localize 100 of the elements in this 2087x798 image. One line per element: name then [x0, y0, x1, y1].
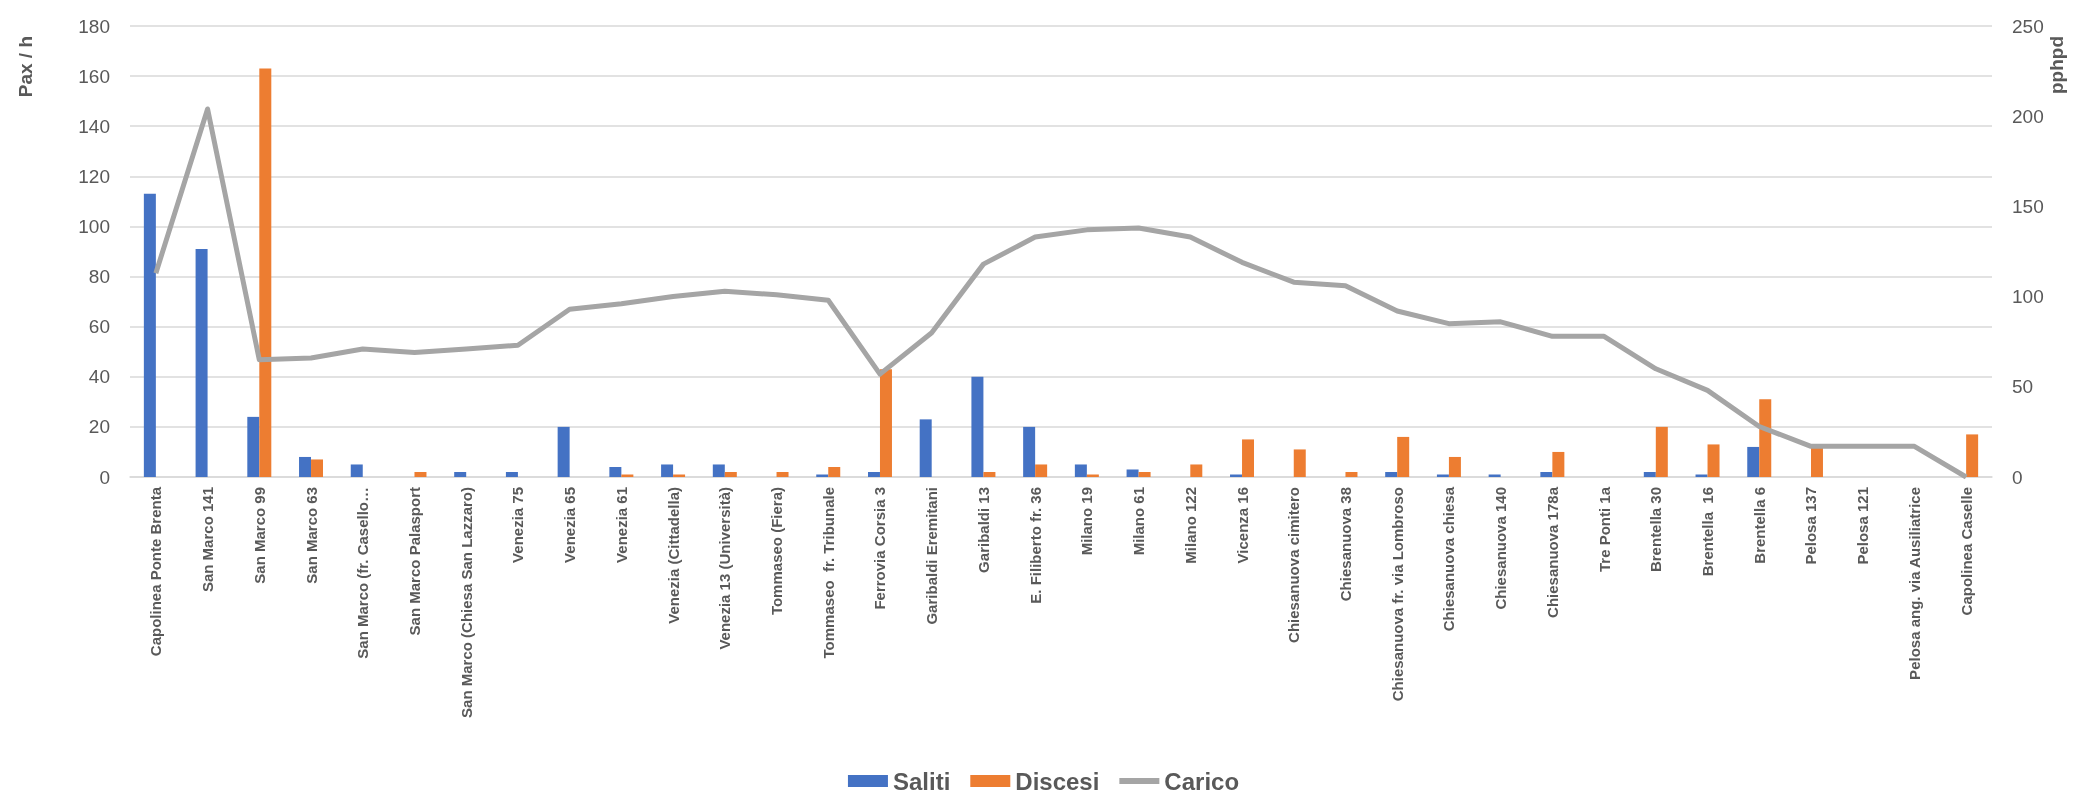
bar [1242, 439, 1255, 477]
x-tick-label: Garibaldi 13 [974, 487, 992, 573]
bar [1397, 436, 1410, 477]
y2-tick-label: 150 [2012, 195, 2044, 217]
bar [1810, 446, 1823, 477]
x-tick-label: Chiesanuova cimitero [1285, 487, 1303, 643]
x-tick-label: San Marco 99 [250, 487, 268, 584]
y-tick-label: 120 [78, 165, 110, 187]
x-tick-label: Brentella 6 [1750, 487, 1768, 564]
x-tick-label: Brentella 16 [1699, 487, 1717, 577]
x-tick-label: Venezia 65 [561, 487, 579, 563]
y2-tick-label: 0 [2012, 466, 2023, 488]
bar [816, 474, 829, 477]
bar [621, 474, 634, 477]
bar [505, 471, 518, 477]
bar [414, 471, 427, 477]
x-tick-label: Vicenza 16 [1233, 487, 1251, 564]
bar [1293, 449, 1306, 477]
bar [1643, 471, 1656, 477]
x-tick-label: Tre Ponti 1a [1595, 486, 1613, 573]
y-tick-label: 20 [88, 416, 110, 438]
bar [299, 456, 312, 477]
legend-label: Saliti [892, 767, 951, 795]
legend-label: Discesi [1015, 767, 1100, 795]
bar [195, 248, 208, 477]
x-tick-label: San Marco 141 [199, 487, 217, 593]
y2-tick-label: 100 [2012, 286, 2044, 308]
bar [247, 416, 260, 477]
bar [971, 376, 984, 477]
x-tick-label: Venezia 61 [612, 487, 630, 563]
legend-label: Carico [1164, 767, 1240, 795]
x-tick-label: San Marco Palasport [405, 487, 423, 636]
x-tick-label: Chiesanuova 38 [1336, 487, 1354, 602]
bar [1747, 446, 1760, 477]
bar [983, 471, 996, 477]
bar [724, 471, 737, 477]
x-tick-label: San Marco (fr. Casello… [354, 487, 372, 659]
bar [712, 464, 725, 477]
x-tick-label: Garibaldi Eremitani [923, 487, 941, 625]
y-axis-title: Pax / h [15, 36, 36, 98]
x-tick-label: Milano 61 [1130, 487, 1148, 556]
bar [1138, 471, 1151, 477]
x-tick-label: Pelosa ang. via Ausiliatrice [1905, 487, 1923, 680]
bar [1345, 471, 1358, 477]
bar [1126, 469, 1139, 477]
bar [1540, 471, 1553, 477]
y-tick-label: 160 [78, 65, 110, 87]
x-tick-label: Ferrovia Corsia 3 [871, 487, 889, 610]
bar [454, 471, 467, 477]
x-tick-label: Capolinea Caselle [1957, 487, 1975, 616]
bar [1655, 426, 1668, 477]
bar [776, 471, 789, 477]
bar [1230, 474, 1243, 477]
bar [879, 369, 892, 477]
y2-tick-label: 200 [2012, 105, 2044, 127]
x-tick-label: Venezia 75 [509, 487, 527, 563]
x-tick-label: Pelosa 137 [1802, 487, 1820, 565]
bar [1074, 464, 1087, 477]
x-tick-label: Venezia 13 (Università) [716, 487, 734, 650]
x-tick-label: Tommaseo (Fiera) [768, 487, 786, 616]
y2-tick-label: 50 [2012, 376, 2034, 398]
x-tick-label: Pelosa 121 [1854, 487, 1872, 565]
bar [919, 419, 932, 477]
bar [609, 466, 622, 477]
bar [1695, 474, 1708, 477]
bar [1552, 451, 1565, 477]
bar [1023, 426, 1036, 477]
x-tick-label: Tommaseo fr. Tribunale [819, 487, 837, 659]
x-tick-label: Venezia (Cittadella) [664, 487, 682, 624]
y-tick-label: 60 [88, 316, 110, 338]
bar [673, 474, 686, 477]
bar [1190, 464, 1203, 477]
bar [661, 464, 674, 477]
bar [867, 471, 880, 477]
bar [311, 459, 324, 477]
x-tick-label: Chiesanuova 178a [1543, 486, 1561, 618]
bar [259, 68, 272, 477]
y-tick-label: 40 [88, 366, 110, 388]
y-tick-label: 0 [99, 466, 110, 488]
bar [350, 464, 363, 477]
bar [143, 193, 156, 477]
bar [1385, 471, 1398, 477]
x-tick-label: E. Filiberto fr. 36 [1026, 487, 1044, 604]
bar [1035, 464, 1048, 477]
x-tick-label: Brentella 30 [1647, 487, 1665, 573]
bar [1488, 474, 1501, 477]
bar [1707, 444, 1720, 477]
y-tick-label: 180 [78, 15, 110, 37]
bar [1086, 474, 1099, 477]
x-tick-label: San Marco 63 [302, 487, 320, 584]
bar [828, 466, 841, 477]
y-tick-label: 140 [78, 115, 110, 137]
bar [1436, 474, 1449, 477]
x-tick-label: Milano 122 [1181, 487, 1199, 564]
x-tick-label: San Marco (Chiesa San Lazzaro) [457, 487, 475, 718]
bar [1966, 434, 1979, 477]
x-tick-label: Chiesanuova chiesa [1440, 486, 1458, 632]
x-tick-label: Chiesanuova 140 [1492, 487, 1510, 610]
y-tick-label: 80 [88, 266, 110, 288]
y2-tick-label: 250 [2012, 15, 2044, 37]
